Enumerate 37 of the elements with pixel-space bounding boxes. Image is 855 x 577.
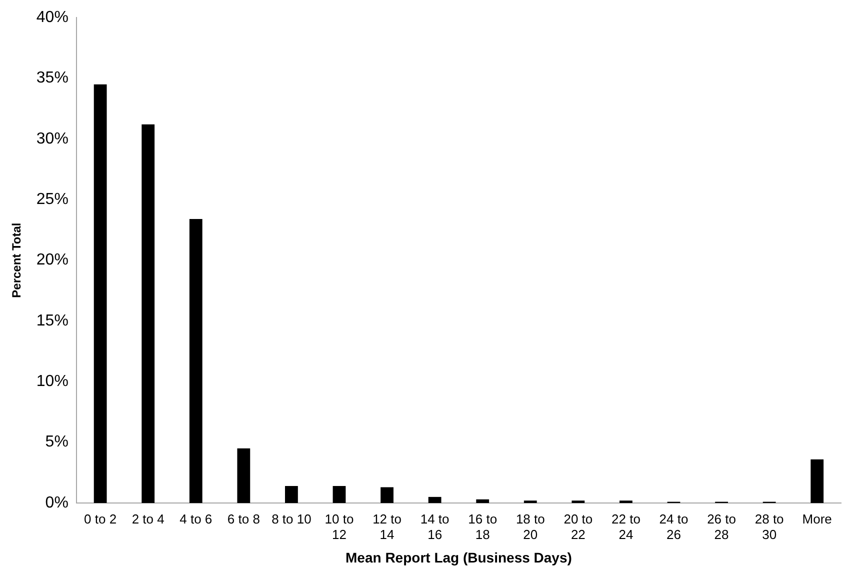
x-tick-label: 12 to 14: [372, 511, 402, 542]
y-tick-label: 15%: [36, 312, 68, 330]
bar: [332, 486, 346, 503]
x-tick-label: More: [802, 511, 832, 526]
bar: [94, 84, 107, 503]
y-tick-label: 35%: [36, 70, 68, 87]
bar: [142, 124, 155, 503]
y-tick-label: 25%: [36, 191, 68, 208]
bar: [380, 487, 394, 503]
x-tick-label: 22 to 24: [612, 511, 640, 542]
x-tick-label: 26 to 28: [707, 511, 736, 542]
x-tick-label: 16 to 18: [468, 511, 498, 542]
x-tick-label: 4 to 6: [180, 511, 212, 526]
bar: [810, 459, 824, 503]
x-tick-label: 6 to 8: [227, 511, 260, 526]
x-tick-label: 28 to 30: [754, 511, 784, 542]
x-tick-label: 2 to 4: [132, 511, 164, 526]
y-tick-label: 0%: [45, 494, 68, 512]
y-tick-label: 5%: [45, 434, 68, 451]
bar: [189, 219, 202, 503]
x-tick-label: 18 to 20: [516, 511, 545, 542]
bar: [237, 448, 250, 503]
y-axis-title: Percent Total: [10, 222, 24, 298]
bar: [285, 486, 298, 503]
y-tick-label: 30%: [36, 130, 68, 148]
x-tick-label: 10 to 12: [324, 511, 354, 542]
x-tick-label: 20 to 22: [564, 511, 593, 542]
y-tick-label: 40%: [36, 9, 68, 26]
bar: [476, 499, 490, 503]
x-tick-label: 24 to 26: [659, 511, 688, 542]
x-tick-label: 0 to 2: [84, 511, 117, 526]
bar: [428, 496, 442, 503]
x-tick-label: 14 to 16: [420, 511, 450, 542]
x-tick-label: 8 to 10: [272, 511, 312, 526]
y-tick-label: 20%: [36, 252, 68, 269]
x-axis-title: Mean Report Lag (Business Days): [346, 549, 572, 566]
y-tick-label: 10%: [36, 373, 68, 390]
